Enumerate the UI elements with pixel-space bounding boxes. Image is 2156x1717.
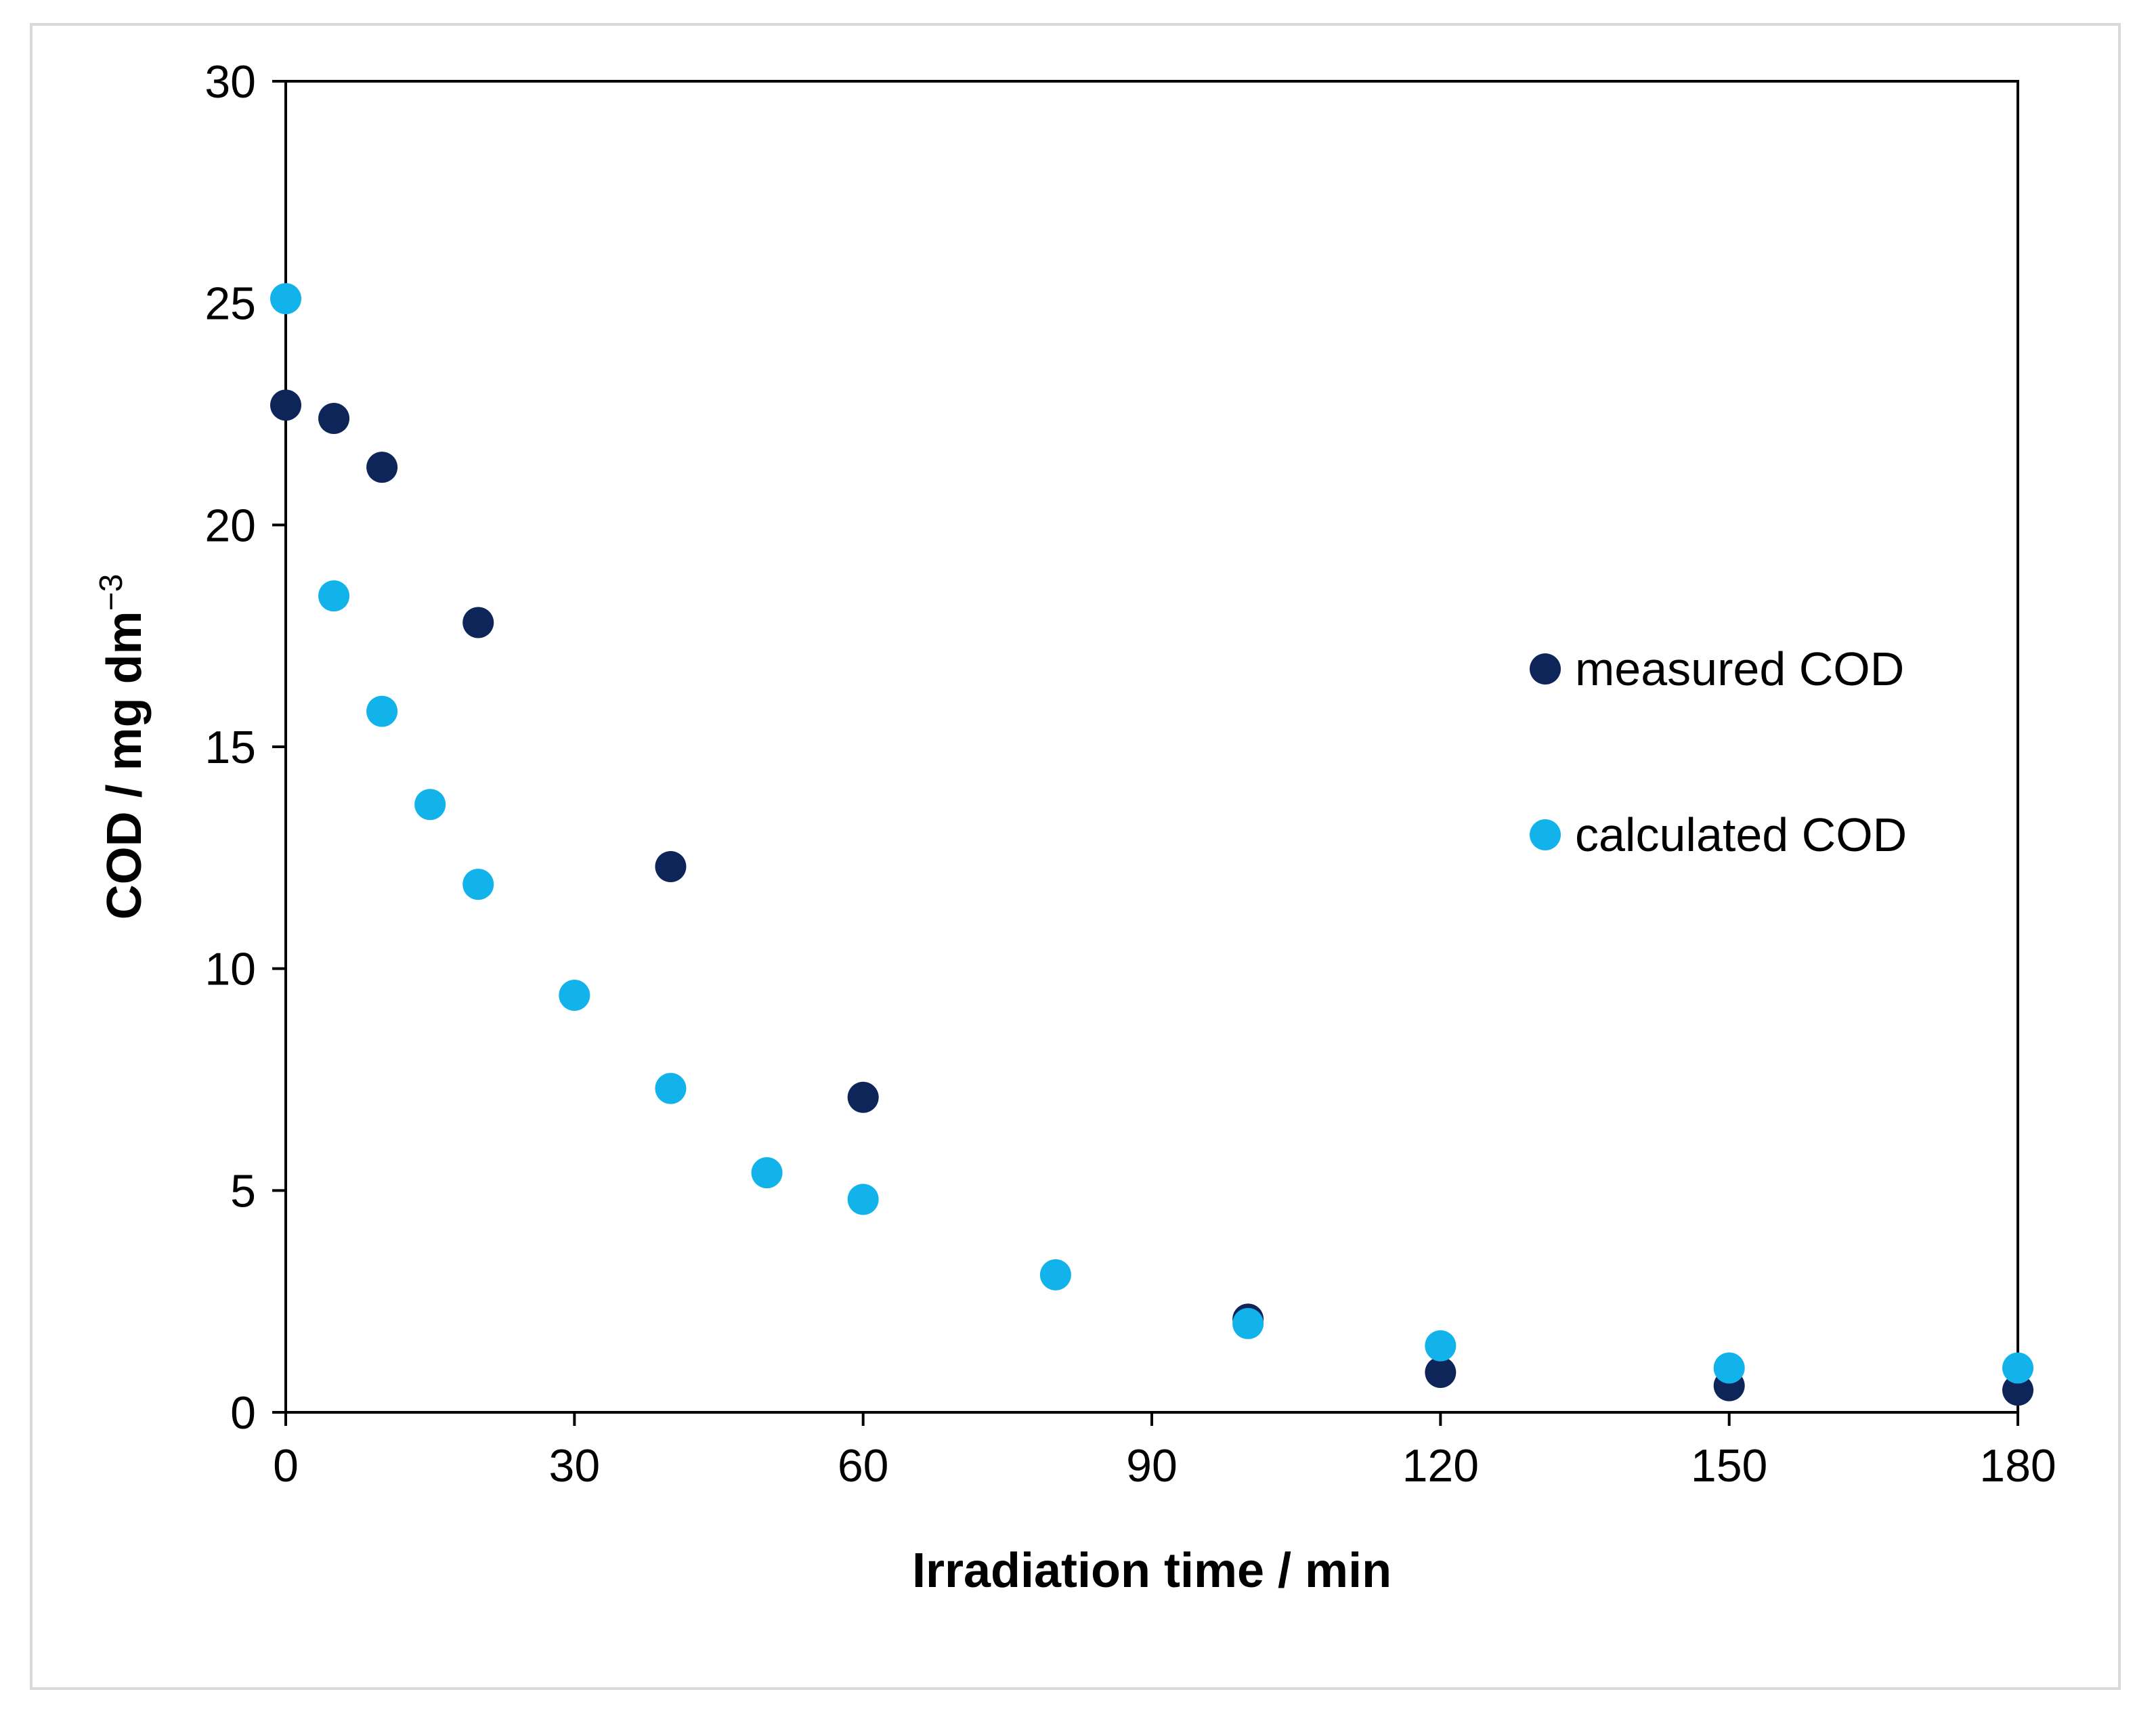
legend-item-calculated-cod: calculated COD <box>1530 808 1907 861</box>
measured-cod-point <box>2002 1374 2033 1406</box>
calculated-cod-point <box>414 789 446 821</box>
x-tick-label: 150 <box>1691 1440 1767 1492</box>
x-tick-label: 0 <box>273 1440 299 1492</box>
calculated-cod-point <box>751 1157 783 1189</box>
calculated-cod-point <box>847 1183 879 1215</box>
y-tick-label: 5 <box>230 1165 256 1217</box>
y-tick-label: 20 <box>204 500 256 551</box>
x-tick-label: 90 <box>1126 1440 1178 1492</box>
x-tick-label: 180 <box>1979 1440 2056 1492</box>
y-axis-title: COD / mg dm−3 <box>93 574 152 920</box>
y-tick-label: 30 <box>204 56 256 108</box>
measured-cod-point <box>1425 1357 1457 1389</box>
y-axis-title-main: COD / mg dm <box>98 611 152 919</box>
measured-cod-point <box>847 1081 879 1113</box>
measured-cod-point <box>462 607 494 638</box>
plot-area: 0 5 10 15 20 25 30 0 30 60 90 120 150 180 <box>204 56 2056 1492</box>
x-axis-title: Irradiation time / min <box>912 1544 1392 1598</box>
calculated-cod-point <box>270 283 301 315</box>
data-points <box>270 283 2033 1406</box>
measured-cod-point <box>270 389 301 421</box>
measured-cod-point <box>655 850 687 882</box>
x-tick-label: 30 <box>549 1440 601 1492</box>
calculated-cod-point <box>462 869 494 900</box>
calculated-cod-point <box>1425 1330 1457 1362</box>
calculated-cod-point <box>1232 1307 1264 1339</box>
calculated-cod-point <box>366 695 398 727</box>
chart-svg: 0 5 10 15 20 25 30 0 30 60 90 120 150 180 measured CO… <box>93 56 2056 1598</box>
calculated-cod-point <box>655 1072 687 1104</box>
y-tick-label: 15 <box>204 722 256 773</box>
y-axis-title-superscript: −3 <box>93 574 129 611</box>
y-tick-label: 0 <box>230 1387 256 1439</box>
y-tick-label: 25 <box>204 278 256 330</box>
plot-border <box>284 80 2019 1414</box>
calculated-cod-point <box>1039 1259 1071 1290</box>
measured-cod-point <box>366 452 398 483</box>
x-tick-label: 120 <box>1402 1440 1479 1492</box>
legend-item-measured-cod: measured COD <box>1530 643 1904 695</box>
chart-frame: 0 5 10 15 20 25 30 0 30 60 90 120 150 180 measured CO… <box>30 23 2121 1690</box>
legend-label-measured-cod: measured COD <box>1575 643 1904 695</box>
calculated-cod-point <box>559 979 590 1011</box>
y-tick-label: 10 <box>204 944 256 995</box>
calculated-cod-point <box>2002 1352 2033 1384</box>
legend-marker-calculated-cod <box>1530 819 1561 850</box>
calculated-cod-point <box>1713 1352 1745 1384</box>
x-tick-label: 60 <box>838 1440 889 1492</box>
measured-cod-point <box>318 403 350 435</box>
legend-label-calculated-cod: calculated COD <box>1575 808 1907 861</box>
legend-marker-measured-cod <box>1530 653 1561 684</box>
calculated-cod-point <box>318 580 350 612</box>
legend: measured COD calculated COD <box>1530 643 1907 861</box>
